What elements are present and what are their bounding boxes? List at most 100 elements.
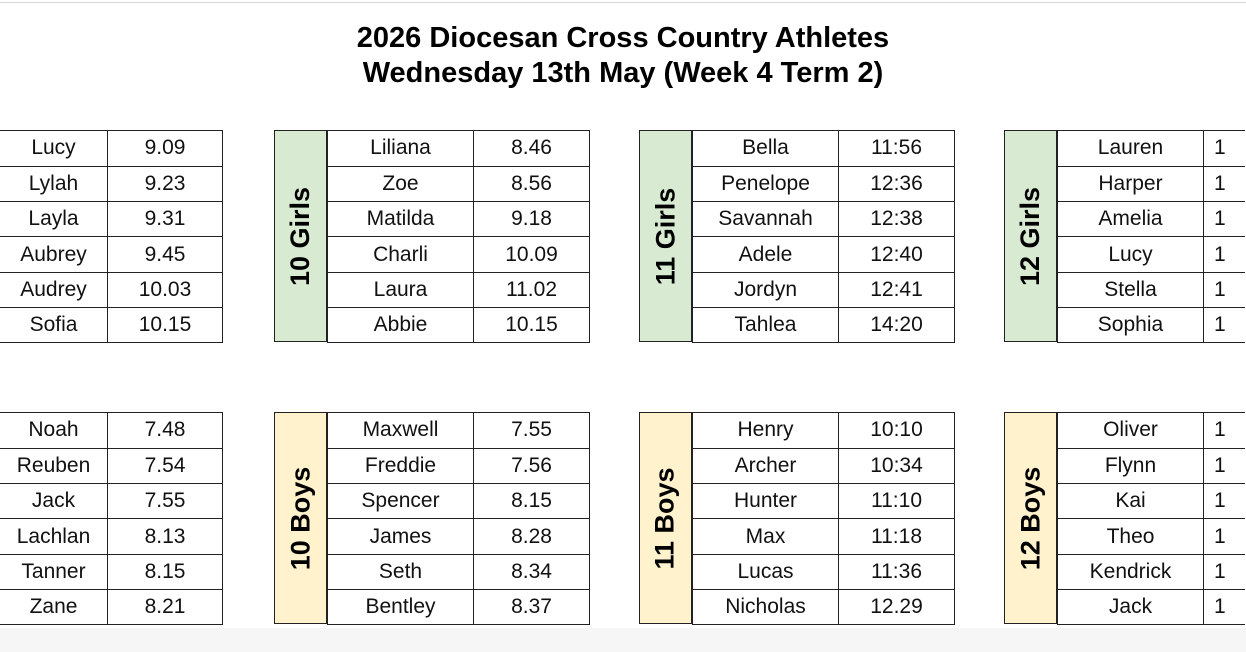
athlete-time: 1 [1214,595,1226,619]
athlete-time: 11.02 [474,272,590,307]
table-row: Spencer 8.15 [327,484,590,520]
table-row: Henry 10:10 [692,412,955,449]
athlete-time: 12:36 [839,166,955,202]
athlete-time: 10.15 [474,307,590,343]
table-row: Lauren 1 [1057,130,1245,167]
athlete-time: 11:36 [839,554,955,589]
athlete-name: Lucy [0,131,108,166]
athlete-time: 11:18 [839,519,955,554]
athlete-time: 10:34 [839,448,955,484]
athlete-name: Stella [1057,272,1204,307]
table-row: Kendrick 1 [1057,554,1245,590]
athlete-time: 9.18 [474,202,590,237]
athlete-name: Freddie [327,448,474,484]
athlete-name: Lachlan [0,519,108,554]
athlete-name: Sophia [1057,307,1204,343]
athlete-name: Zoe [327,166,474,202]
athlete-name: Adele [692,237,839,272]
athlete-name: Laura [327,272,474,307]
table-row: Tahlea 14:20 [692,307,955,344]
table-row: Zoe 8.56 [327,166,590,203]
athlete-time: 10.09 [474,237,590,272]
athlete-time: 11:10 [839,484,955,519]
athlete-time: 10.03 [108,272,223,307]
table-row: Savannah 12:38 [692,202,955,238]
athlete-name: Nicholas [692,589,839,625]
athlete-time: 11:56 [839,131,955,166]
athlete-time: 1 [1214,453,1226,477]
table-row: Adele 12:40 [692,237,955,273]
athlete-time: 1 [1214,242,1226,266]
category-label-text: 10 Boys [285,466,315,570]
table-row: Penelope 12:36 [692,166,955,203]
athlete-time: 7.56 [474,448,590,484]
table-row: Tanner 8.15 [0,554,223,590]
athlete-name: Jordyn [692,272,839,307]
table-row: Lylah 9.23 [0,166,223,203]
athlete-name: Hunter [692,484,839,519]
table-row: Sofia 10.15 [0,307,223,344]
athlete-name: Spencer [327,484,474,519]
athlete-time: 9.09 [108,131,223,166]
athlete-name: Bentley [327,589,474,625]
athlete-name: Amelia [1057,202,1204,237]
athlete-name: Layla [0,202,108,237]
athlete-name: Max [692,519,839,554]
athlete-time: 8.34 [474,554,590,589]
table-row: Freddie 7.56 [327,448,590,485]
title-line-2: Wednesday 13th May (Week 4 Term 2) [362,57,884,89]
table-row: Archer 10:34 [692,448,955,485]
table-row: Kai 1 [1057,484,1245,520]
athlete-time: 1 [1214,171,1226,195]
category-label: 12 Girls [1004,130,1057,342]
girls-table: Lucy 9.09 Lylah 9.23 Layla 9.31 Aubrey 9.45 Audr… [0,130,223,344]
athlete-name: Noah [0,413,108,448]
athlete-name: Abbie [327,307,474,343]
athlete-name: Jack [1057,589,1204,625]
category-label-text: 11 Girls [650,187,681,285]
athlete-name: Audrey [0,272,108,307]
athlete-time: 1 [1214,136,1226,160]
category-label-text: 12 Girls [1015,186,1045,286]
girls-table: 11 Girls Bella 11:56 Penelope 12:36 Savannah 1… [639,130,955,344]
athlete-time: 12:40 [839,237,955,272]
page-bottom [0,628,1246,652]
table-row: Bella 11:56 [692,130,955,167]
girls-table: 12 Girls Lauren 1 Harper 1 Amelia 1 Lucy 1 Stella… [1004,130,1245,344]
category-label-text: 12 Boys [1015,466,1045,570]
category-label-text: 11 Boys [650,466,681,570]
athlete-time: 8.13 [108,519,223,554]
table-row: Charli 10.09 [327,237,590,273]
athlete-name: Maxwell [327,413,474,448]
table-row: Reuben 7.54 [0,448,223,485]
table-row: Amelia 1 [1057,202,1245,238]
athlete-name: Oliver [1057,413,1204,448]
athlete-name: Flynn [1057,448,1204,484]
table-row: Oliver 1 [1057,412,1245,449]
athlete-name: Archer [692,448,839,484]
table-row: Zane 8.21 [0,589,223,626]
athlete-time: 12:38 [839,202,955,237]
table-row: Flynn 1 [1057,448,1245,485]
table-row: Aubrey 9.45 [0,237,223,273]
athlete-time: 14:20 [839,307,955,343]
table-row: Sophia 1 [1057,307,1245,344]
table-row: Layla 9.31 [0,202,223,238]
athlete-time: 8.37 [474,589,590,625]
table-row: Matilda 9.18 [327,202,590,238]
athlete-name: Sofia [0,307,108,343]
table-row: Lucy 9.09 [0,130,223,167]
athlete-name: Harper [1057,166,1204,202]
category-label: 12 Boys [1004,412,1057,624]
athlete-name: Reuben [0,448,108,484]
athlete-time: 12:41 [839,272,955,307]
athlete-name: Theo [1057,519,1204,554]
girls-table: 10 Girls Liliana 8.46 Zoe 8.56 Matilda 9.18 Cha… [274,130,590,344]
athlete-name: Tanner [0,554,108,589]
table-row: Bentley 8.37 [327,589,590,626]
athlete-time: 9.23 [108,166,223,202]
athlete-time: 1 [1214,489,1226,513]
athlete-time: 9.45 [108,237,223,272]
table-row: Maxwell 7.55 [327,412,590,449]
category-label-text: 10 Girls [285,186,315,286]
